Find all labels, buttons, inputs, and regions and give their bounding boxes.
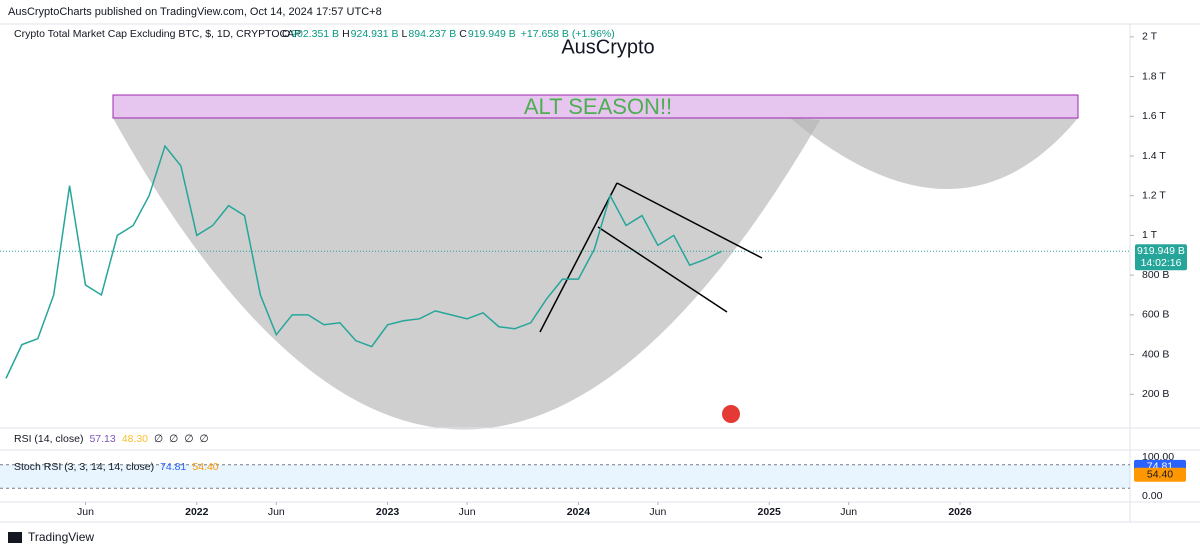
rsi-readout: ∅: [169, 433, 178, 445]
y-tick-label: 400 B: [1142, 348, 1169, 360]
annotation: ALT SEASON!!: [524, 94, 672, 119]
rsi-readout: 57.13: [89, 433, 115, 445]
last-price-label: 919.949 B: [1137, 245, 1185, 257]
rsi-readout: 48.30: [122, 433, 148, 445]
ohlc-value: 902.351 B: [291, 28, 339, 40]
stoch-band: [0, 464, 1130, 489]
x-tick-label: 2024: [567, 506, 591, 518]
y-tick-label: 1.4 T: [1142, 150, 1166, 162]
x-tick-label: 2025: [758, 506, 782, 518]
x-tick-label: 2026: [948, 506, 972, 518]
logo: [8, 532, 22, 543]
last-price-box: [1135, 244, 1187, 271]
channel-line: [616, 182, 763, 259]
ohlc-value: 924.931 B: [351, 28, 399, 40]
stoch-readout: 74.81: [160, 461, 186, 473]
rsi-legend: 57.13 48.30 ∅ ∅ ∅ ∅: [89, 433, 208, 445]
ohlc-label: C: [459, 28, 467, 40]
countdown: 14:02:16: [1141, 257, 1182, 269]
annotation: AusCrypto: [561, 36, 654, 58]
x-tick-label: Jun: [268, 506, 285, 518]
x-tick-label: 2023: [376, 506, 400, 518]
x-tick-label: 2022: [185, 506, 209, 518]
y-tick-label: 1.8 T: [1142, 70, 1166, 82]
rsi-readout: ∅: [154, 433, 163, 445]
ohlc-value: 894.237 B: [408, 28, 456, 40]
y-tick-label: 1.6 T: [1142, 110, 1166, 122]
footer: TradingView: [28, 530, 94, 544]
stoch-value-box: [1134, 467, 1186, 482]
stoch-tick-label: 0.00: [1142, 490, 1163, 502]
stoch-value-label: 54.40: [1147, 469, 1173, 481]
ohlc-legend: O 902.351 B H 924.931 B L 894.237 B C 919.949 B…: [282, 28, 615, 40]
stoch-readout: 54.40: [192, 461, 218, 473]
chart-title: Crypto Total Market Cap Excluding BTC, $…: [14, 28, 301, 40]
rsi-title: RSI (14, close): [14, 433, 83, 445]
stoch-title: Stoch RSI (3, 3, 14, 14, close): [14, 461, 154, 473]
y-tick-label: 600 B: [1142, 309, 1169, 321]
y-tick-label: 200 B: [1142, 388, 1169, 400]
trend-line: [539, 182, 618, 333]
stoch-pane: 100.00 0.00 Stoch RSI (3, 3, 14, 14, close…: [0, 451, 1186, 502]
y-tick-label: 800 B: [1142, 269, 1169, 281]
ohlc-label: L: [402, 28, 408, 40]
stoch-tick-label: 100.00: [1142, 451, 1174, 463]
header: AusCryptoCharts published on TradingView…: [8, 6, 382, 18]
x-tick-label: Jun: [77, 506, 94, 518]
x-tick-label: Jun: [649, 506, 666, 518]
price-line: [5, 144, 722, 379]
alt-season-box: [112, 94, 1079, 119]
rsi-readout: ∅: [199, 433, 208, 445]
event-icon: [722, 405, 740, 423]
plot: [5, 144, 722, 379]
y-tick-label: 1.2 T: [1142, 189, 1166, 201]
handle-drawing: [790, 118, 1078, 189]
channel-line: [597, 226, 728, 313]
ohlc-value: 919.949 B: [468, 28, 516, 40]
x-tick-label: Jun: [840, 506, 857, 518]
change: +17.658 B (+1.96%): [521, 28, 615, 40]
y-tick-label: 1 T: [1142, 229, 1158, 241]
y-tick-label: 2 T: [1142, 31, 1158, 43]
ohlc-label: H: [342, 28, 350, 40]
x-tick-label: Jun: [459, 506, 476, 518]
ohlc-label: O: [282, 28, 290, 40]
rsi-readout: ∅: [184, 433, 193, 445]
